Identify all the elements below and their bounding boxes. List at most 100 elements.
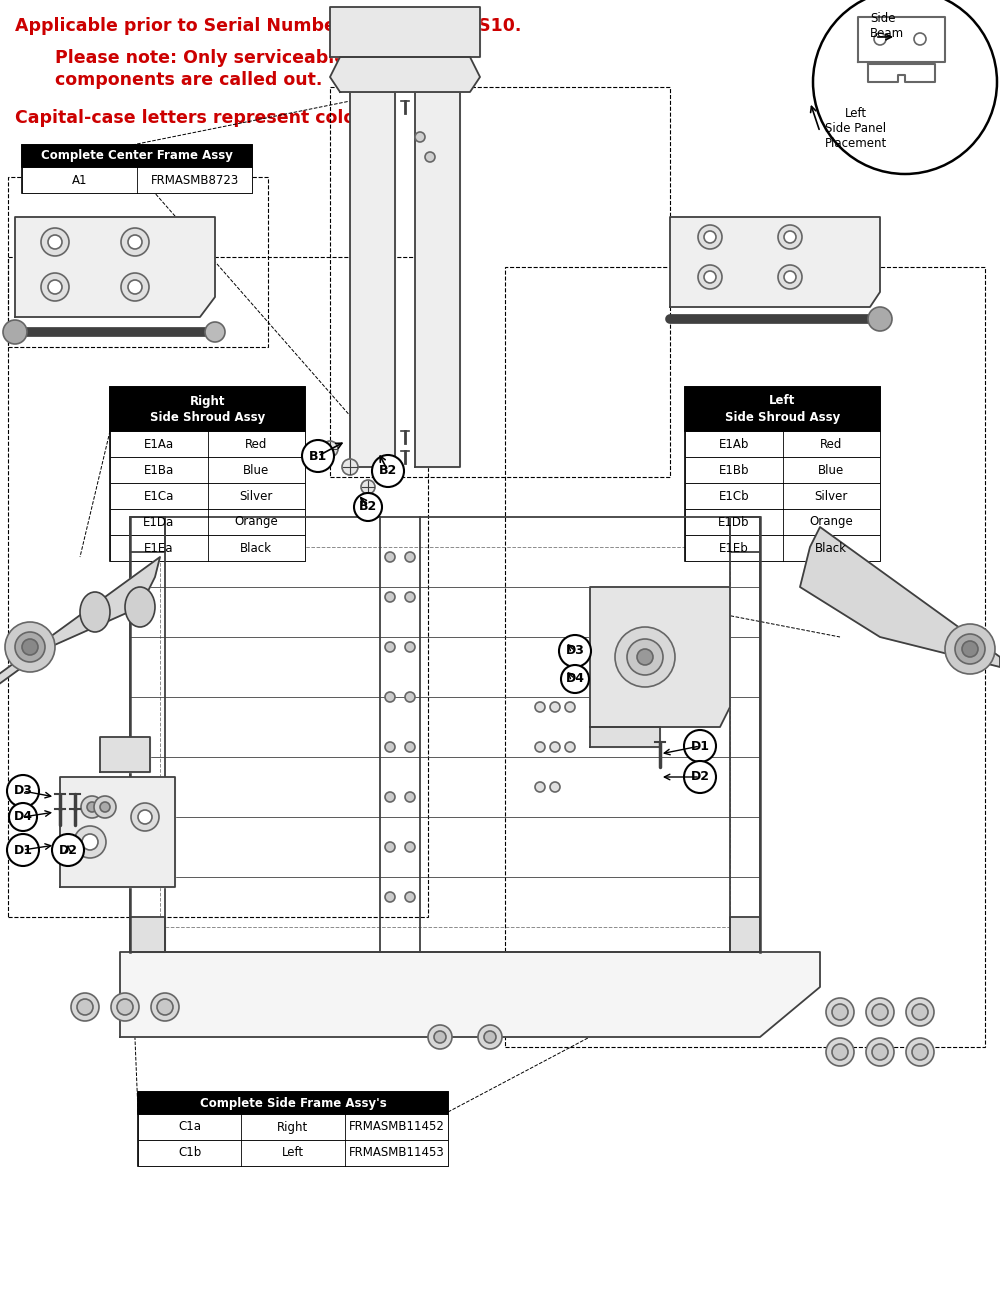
Circle shape <box>138 810 152 823</box>
Circle shape <box>385 552 395 562</box>
Bar <box>110 387 305 431</box>
Circle shape <box>3 320 27 344</box>
Circle shape <box>872 1004 888 1019</box>
Polygon shape <box>415 91 460 467</box>
Text: D3: D3 <box>14 784 32 797</box>
Circle shape <box>361 480 375 494</box>
Circle shape <box>906 1038 934 1067</box>
Circle shape <box>15 633 45 663</box>
Text: E1Aa: E1Aa <box>144 438 174 451</box>
Text: B2: B2 <box>359 501 377 514</box>
Text: Left
Side Shroud Assy: Left Side Shroud Assy <box>725 395 840 423</box>
Circle shape <box>302 440 334 472</box>
Text: FRMASMB8723: FRMASMB8723 <box>150 174 239 187</box>
Text: Applicable prior to Serial Number J9619308001S10.: Applicable prior to Serial Number J96193… <box>15 17 521 35</box>
Polygon shape <box>590 587 730 727</box>
Circle shape <box>866 999 894 1026</box>
Text: E1Ab: E1Ab <box>719 438 749 451</box>
Circle shape <box>74 826 106 857</box>
Text: E1Ca: E1Ca <box>144 490 174 502</box>
Bar <box>22 167 252 193</box>
Bar <box>110 535 305 561</box>
Text: Left: Left <box>282 1146 304 1159</box>
Circle shape <box>385 592 395 603</box>
Circle shape <box>128 235 142 250</box>
Circle shape <box>434 1031 446 1043</box>
Bar <box>685 431 880 457</box>
Circle shape <box>550 742 560 752</box>
Circle shape <box>81 796 103 818</box>
Circle shape <box>425 152 435 162</box>
Circle shape <box>128 280 142 294</box>
Circle shape <box>385 792 395 802</box>
Text: components are called out.: components are called out. <box>55 71 322 89</box>
Circle shape <box>955 634 985 664</box>
Circle shape <box>82 834 98 850</box>
Circle shape <box>912 1044 928 1060</box>
Circle shape <box>535 702 545 712</box>
Polygon shape <box>670 217 880 307</box>
Circle shape <box>535 782 545 792</box>
Circle shape <box>385 891 395 902</box>
Bar <box>138 1093 448 1166</box>
Circle shape <box>866 1038 894 1067</box>
Circle shape <box>7 775 39 806</box>
Circle shape <box>565 742 575 752</box>
Circle shape <box>826 999 854 1026</box>
Text: FRMASMB11453: FRMASMB11453 <box>348 1146 444 1159</box>
Circle shape <box>322 440 338 457</box>
Polygon shape <box>730 918 760 951</box>
Text: E1Ba: E1Ba <box>144 464 174 477</box>
Ellipse shape <box>80 592 110 633</box>
Bar <box>685 457 880 484</box>
Circle shape <box>784 271 796 284</box>
Circle shape <box>385 742 395 752</box>
Circle shape <box>100 802 110 812</box>
Bar <box>110 457 305 484</box>
Text: D4: D4 <box>566 673 584 685</box>
Text: Silver: Silver <box>240 490 273 502</box>
Circle shape <box>778 225 802 250</box>
Polygon shape <box>730 518 760 552</box>
Circle shape <box>813 0 997 174</box>
Polygon shape <box>15 217 215 318</box>
Circle shape <box>121 227 149 256</box>
Circle shape <box>684 761 716 793</box>
Circle shape <box>151 993 179 1021</box>
Circle shape <box>832 1004 848 1019</box>
Polygon shape <box>800 527 1000 667</box>
Text: C1b: C1b <box>178 1146 201 1159</box>
Circle shape <box>405 592 415 603</box>
Polygon shape <box>0 557 160 687</box>
Text: Complete Side Frame Assy's: Complete Side Frame Assy's <box>200 1097 386 1110</box>
Polygon shape <box>590 727 660 748</box>
Circle shape <box>52 834 84 867</box>
Circle shape <box>561 665 589 693</box>
Text: B1: B1 <box>309 450 327 463</box>
Bar <box>110 387 305 561</box>
Bar <box>22 145 252 167</box>
Polygon shape <box>130 918 165 951</box>
Circle shape <box>48 280 62 294</box>
Circle shape <box>778 265 802 289</box>
Bar <box>685 535 880 561</box>
Circle shape <box>832 1044 848 1060</box>
Circle shape <box>22 639 38 655</box>
Circle shape <box>627 639 663 674</box>
Text: D1: D1 <box>14 843 32 856</box>
Text: D1: D1 <box>690 740 710 753</box>
Bar <box>685 387 880 431</box>
Circle shape <box>874 33 886 44</box>
Circle shape <box>868 307 892 331</box>
Text: Side
Beam: Side Beam <box>870 12 904 41</box>
Polygon shape <box>120 951 820 1036</box>
Polygon shape <box>100 737 150 772</box>
Text: E1Cb: E1Cb <box>718 490 749 502</box>
Bar <box>138 1140 448 1166</box>
Polygon shape <box>330 58 480 91</box>
Bar <box>685 484 880 508</box>
Circle shape <box>77 999 93 1016</box>
Circle shape <box>405 792 415 802</box>
Circle shape <box>405 842 415 852</box>
Bar <box>685 387 880 431</box>
